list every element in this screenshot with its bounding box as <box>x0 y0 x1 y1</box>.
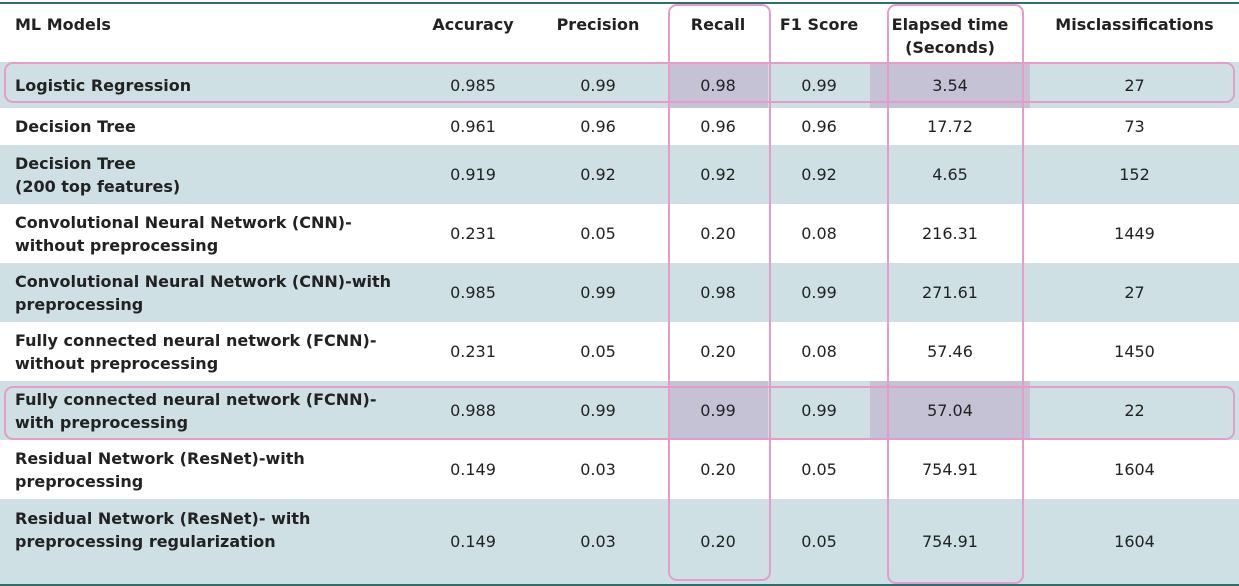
f1-cell: 0.99 <box>768 62 870 108</box>
precision-cell: 0.99 <box>528 381 668 440</box>
header-f1-score: F1 Score <box>768 3 870 62</box>
accuracy-cell: 0.231 <box>418 204 528 263</box>
table-row: Fully connected neural network (FCNN)- w… <box>0 381 1239 440</box>
recall-cell: 0.98 <box>668 62 768 108</box>
precision-cell: 0.99 <box>528 263 668 322</box>
model-name: Fully connected neural network (FCNN)- w… <box>0 322 418 381</box>
accuracy-cell: 0.985 <box>418 62 528 108</box>
accuracy-cell: 0.985 <box>418 263 528 322</box>
accuracy-cell: 0.231 <box>418 322 528 381</box>
accuracy-cell: 0.961 <box>418 108 528 145</box>
precision-cell: 0.96 <box>528 108 668 145</box>
precision-cell: 0.92 <box>528 145 668 204</box>
recall-cell: 0.99 <box>668 381 768 440</box>
misclassifications-cell: 1604 <box>1030 440 1239 499</box>
header-elapsed-time: Elapsed time (Seconds) <box>870 3 1030 62</box>
elapsed-cell: 4.65 <box>870 145 1030 204</box>
header-precision: Precision <box>528 3 668 62</box>
misclassifications-cell: 22 <box>1030 381 1239 440</box>
header-row: ML Models Accuracy Precision Recall F1 S… <box>0 3 1239 62</box>
precision-cell: 0.03 <box>528 499 668 585</box>
f1-cell: 0.08 <box>768 204 870 263</box>
recall-cell: 0.20 <box>668 440 768 499</box>
header-accuracy: Accuracy <box>418 3 528 62</box>
elapsed-cell: 271.61 <box>870 263 1030 322</box>
misclassifications-cell: 1449 <box>1030 204 1239 263</box>
table-row: Residual Network (ResNet)-with preproces… <box>0 440 1239 499</box>
precision-cell: 0.99 <box>528 62 668 108</box>
f1-cell: 0.99 <box>768 381 870 440</box>
precision-cell: 0.05 <box>528 322 668 381</box>
f1-cell: 0.05 <box>768 440 870 499</box>
model-name: Residual Network (ResNet)- with preproce… <box>0 499 418 585</box>
recall-cell: 0.96 <box>668 108 768 145</box>
table-row: Convolutional Neural Network (CNN)-with … <box>0 263 1239 322</box>
recall-cell: 0.20 <box>668 322 768 381</box>
model-name: Convolutional Neural Network (CNN)-with … <box>0 263 418 322</box>
table-row: Residual Network (ResNet)- with preproce… <box>0 499 1239 585</box>
precision-cell: 0.03 <box>528 440 668 499</box>
model-name: Logistic Regression <box>0 62 418 108</box>
model-name: Fully connected neural network (FCNN)- w… <box>0 381 418 440</box>
model-name: Residual Network (ResNet)-with preproces… <box>0 440 418 499</box>
recall-cell: 0.20 <box>668 204 768 263</box>
elapsed-cell: 3.54 <box>870 62 1030 108</box>
elapsed-cell: 216.31 <box>870 204 1030 263</box>
recall-cell: 0.20 <box>668 499 768 585</box>
model-name: Convolutional Neural Network (CNN)- with… <box>0 204 418 263</box>
misclassifications-cell: 152 <box>1030 145 1239 204</box>
misclassifications-cell: 27 <box>1030 62 1239 108</box>
elapsed-cell: 57.04 <box>870 381 1030 440</box>
header-recall: Recall <box>668 3 768 62</box>
f1-cell: 0.96 <box>768 108 870 145</box>
elapsed-cell: 754.91 <box>870 440 1030 499</box>
misclassifications-cell: 27 <box>1030 263 1239 322</box>
f1-cell: 0.05 <box>768 499 870 585</box>
table-row: Logistic Regression 0.985 0.99 0.98 0.99… <box>0 62 1239 108</box>
elapsed-cell: 754.91 <box>870 499 1030 585</box>
model-name: Decision Tree <box>0 108 418 145</box>
recall-cell: 0.98 <box>668 263 768 322</box>
accuracy-cell: 0.988 <box>418 381 528 440</box>
accuracy-cell: 0.919 <box>418 145 528 204</box>
table-row: Convolutional Neural Network (CNN)- with… <box>0 204 1239 263</box>
table-row: Fully connected neural network (FCNN)- w… <box>0 322 1239 381</box>
f1-cell: 0.08 <box>768 322 870 381</box>
accuracy-cell: 0.149 <box>418 499 528 585</box>
header-ml-models: ML Models <box>0 3 418 62</box>
table-row: Decision Tree 0.961 0.96 0.96 0.96 17.72… <box>0 108 1239 145</box>
accuracy-cell: 0.149 <box>418 440 528 499</box>
elapsed-cell: 17.72 <box>870 108 1030 145</box>
f1-cell: 0.99 <box>768 263 870 322</box>
table-row: Decision Tree (200 top features) 0.919 0… <box>0 145 1239 204</box>
model-name: Decision Tree (200 top features) <box>0 145 418 204</box>
f1-cell: 0.92 <box>768 145 870 204</box>
misclassifications-cell: 73 <box>1030 108 1239 145</box>
header-misclassifications: Misclassifications <box>1030 3 1239 62</box>
elapsed-cell: 57.46 <box>870 322 1030 381</box>
misclassifications-cell: 1604 <box>1030 499 1239 585</box>
precision-cell: 0.05 <box>528 204 668 263</box>
recall-cell: 0.92 <box>668 145 768 204</box>
misclassifications-cell: 1450 <box>1030 322 1239 381</box>
